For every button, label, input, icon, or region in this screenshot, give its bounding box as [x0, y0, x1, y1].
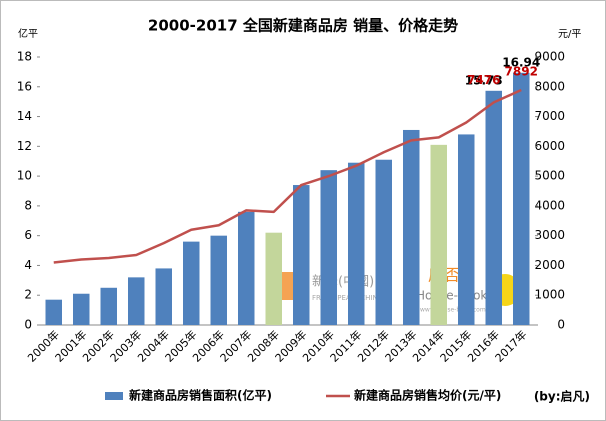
y-tick-label: 2 — [24, 288, 32, 302]
legend-swatch — [105, 392, 123, 400]
line — [53, 88, 522, 264]
y2-tick-label: 5000 — [534, 169, 565, 183]
data-label: 7892 — [505, 64, 538, 78]
y2-tick-label: 9000 — [534, 50, 565, 64]
y2-tick-label: 6000 — [534, 139, 565, 153]
y2-tick-label: 8000 — [534, 79, 565, 93]
y-tick-label: 12 — [17, 139, 32, 153]
bar — [513, 72, 530, 325]
bar — [238, 211, 255, 325]
data-label: 7476 — [467, 73, 500, 87]
credit: (by:启凡) — [534, 389, 590, 404]
data-label: 15.73 — [465, 73, 503, 87]
y2-tick-label: 1000 — [534, 288, 565, 302]
bar — [155, 268, 172, 325]
bar — [320, 170, 337, 325]
bar — [128, 277, 145, 325]
y-tick-label: 6 — [24, 228, 32, 242]
y-tick-label: 8 — [24, 198, 32, 212]
y2-tick-label: 7000 — [534, 109, 565, 123]
bar — [458, 134, 475, 325]
y-tick-label: 16 — [17, 79, 32, 93]
bar — [430, 144, 447, 325]
bar — [403, 129, 420, 325]
bar — [293, 185, 310, 325]
y-tick-label: 4 — [24, 258, 32, 272]
bar — [100, 287, 117, 325]
bar — [45, 299, 62, 325]
y-tick-label: 10 — [17, 169, 32, 183]
y-tick-label: 0 — [24, 318, 32, 332]
bar — [485, 90, 502, 325]
bar — [265, 232, 282, 325]
y2-tick-label: 4000 — [534, 198, 565, 212]
bar — [210, 235, 227, 325]
y2-tick-label: 3000 — [534, 228, 565, 242]
y2-tick-label: 0 — [557, 318, 565, 332]
bar — [375, 159, 392, 325]
y-tick-label: 14 — [17, 109, 32, 123]
watermark: House-Book — [416, 289, 487, 303]
bar — [348, 162, 365, 325]
y2-tick-label: 2000 — [534, 258, 565, 272]
bar — [73, 293, 90, 325]
chart-title: 2000-2017 全国新建商品房 销量、价格走势 — [148, 17, 458, 35]
watermark: www.house-book.com.cn — [420, 307, 495, 314]
data-label: 16.94 — [502, 55, 540, 69]
y-axis-label: 亿平 — [18, 27, 38, 40]
legend-label: 新建商品房销售面积(亿平) — [129, 388, 272, 403]
y2-axis-label: 元/平 — [558, 29, 581, 40]
bar — [183, 241, 200, 325]
legend-label: 新建商品房销售均价(元/平) — [354, 388, 501, 403]
y-tick-label: 18 — [17, 50, 32, 64]
